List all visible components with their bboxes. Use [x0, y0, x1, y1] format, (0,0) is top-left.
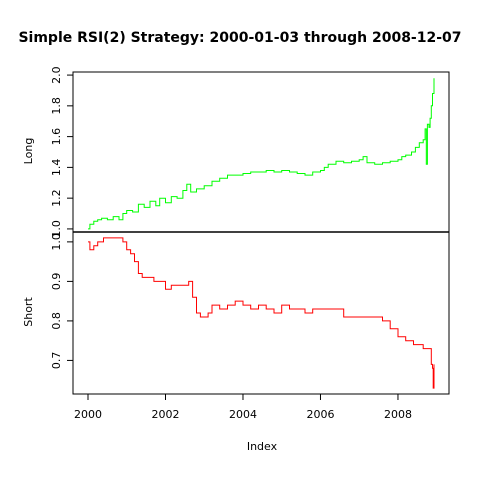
x-tick-label: 2000 [74, 408, 102, 421]
long-y-tick-label: 1.6 [50, 128, 63, 146]
x-tick-label: 2004 [229, 408, 257, 421]
short-series-line [88, 237, 435, 389]
long-y-tick-label: 1.2 [50, 189, 63, 207]
long-axis-title: Long [22, 138, 35, 165]
x-tick-label: 2002 [151, 408, 179, 421]
short-y-tick-label: 0.7 [50, 352, 63, 370]
short-y-tick-label: 0.9 [50, 273, 63, 291]
long-y-tick-label: 2.0 [50, 66, 63, 84]
plot-frame [72, 71, 450, 395]
chart-title: Simple RSI(2) Strategy: 2000-01-03 throu… [18, 30, 461, 46]
plot-layer: 1.0 1.2 1.4 1.6 1.8 2.0 0.7 0.8 0.9 1.0 2000 2002 20… [50, 66, 435, 421]
x-tick-label: 2006 [306, 408, 334, 421]
x-axis-title: Index [247, 440, 278, 453]
short-axis-title: Short [22, 297, 35, 327]
long-y-tick-label: 1.0 [50, 220, 63, 238]
short-y-tick-label: 0.8 [50, 312, 63, 330]
x-tick-label: 2008 [384, 408, 412, 421]
long-y-tick-label: 1.4 [50, 159, 63, 177]
short-y-tick-label: 1.0 [50, 233, 63, 251]
long-y-tick-label: 1.8 [50, 97, 63, 115]
long-series-line [88, 78, 435, 230]
